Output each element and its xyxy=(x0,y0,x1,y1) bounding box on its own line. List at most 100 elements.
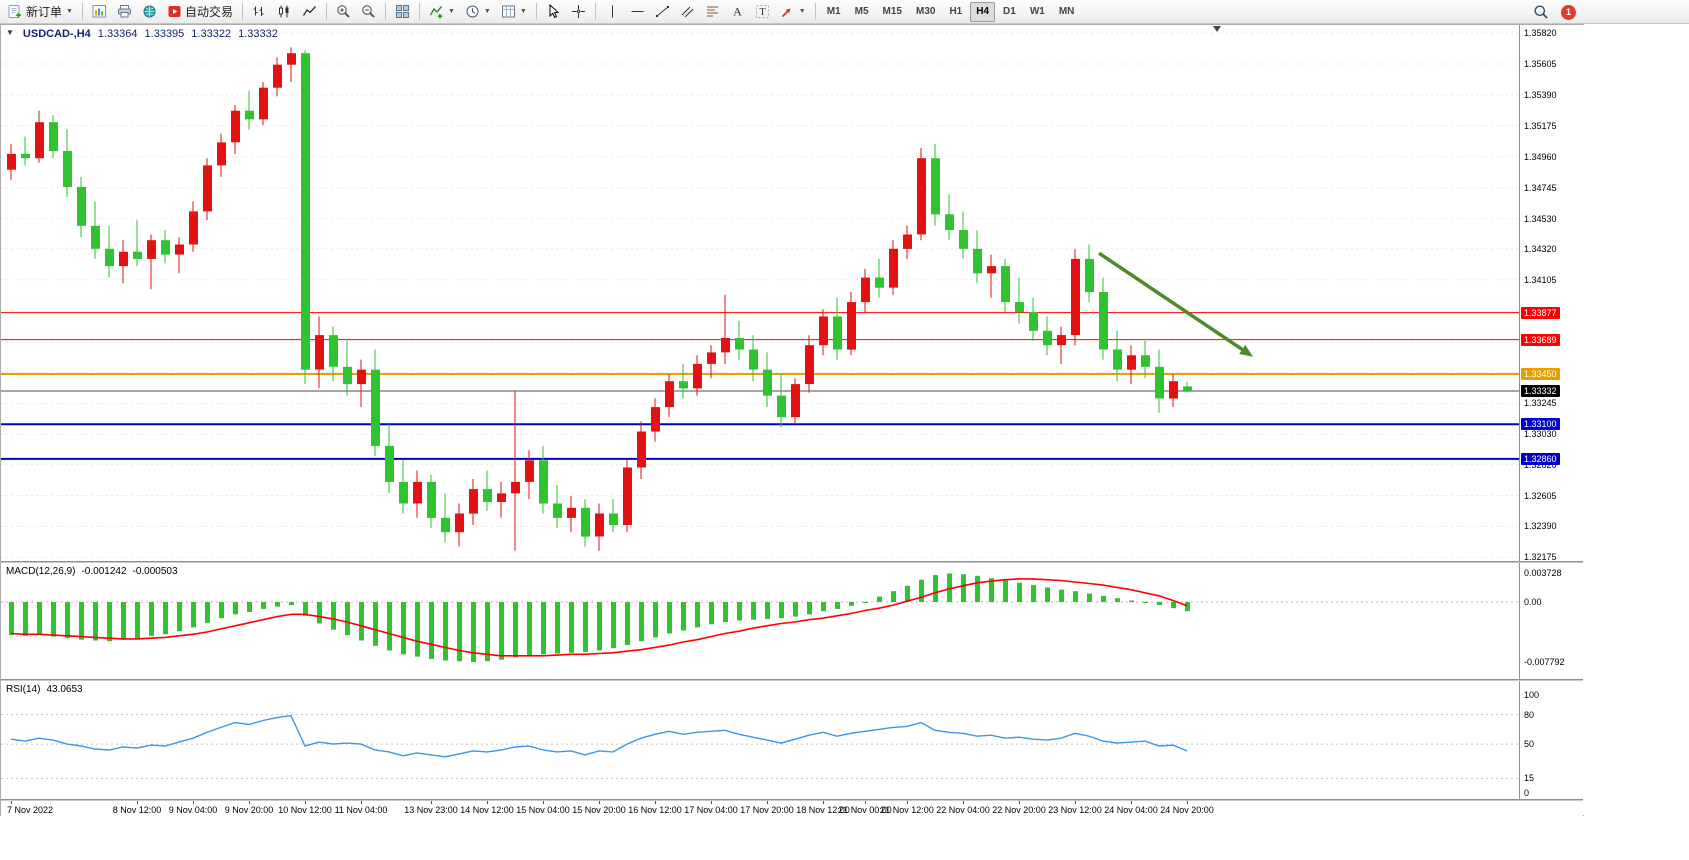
price-tick-label: 1.34530 xyxy=(1524,214,1557,224)
candlestick-icon xyxy=(277,4,292,19)
notification-badge[interactable]: 1 xyxy=(1561,4,1576,20)
time-label: 7 Nov 2022 xyxy=(7,805,54,815)
trendline-button[interactable] xyxy=(651,2,674,22)
candlestick-button[interactable] xyxy=(273,2,296,22)
new-order-icon xyxy=(8,4,23,19)
time-label: 15 Nov 04:00 xyxy=(516,805,570,815)
timeframe-m1-button[interactable]: M1 xyxy=(821,2,847,22)
symbol-dropdown-icon[interactable]: ▼ xyxy=(6,28,14,37)
time-label: 23 Nov 12:00 xyxy=(1048,805,1102,815)
time-tick xyxy=(137,801,138,804)
time-label: 8 Nov 12:00 xyxy=(112,805,162,815)
main-chart-pane[interactable]: ▼ USDCAD-,H4 1.33364 1.33395 1.33322 1.3… xyxy=(1,25,1519,561)
time-label: 9 Nov 04:00 xyxy=(168,805,218,815)
price-tick-label: 1.32390 xyxy=(1524,521,1557,531)
text-button[interactable]: A xyxy=(726,2,749,22)
price-tick-label: 1.32175 xyxy=(1524,552,1557,562)
horizontal-line-icon xyxy=(630,4,645,19)
chart-shift-marker[interactable] xyxy=(1213,26,1221,32)
vertical-line-icon xyxy=(605,4,620,19)
chart-window-icon xyxy=(92,4,107,19)
macd-signal-value: -0.000503 xyxy=(132,566,178,577)
vertical-line-button[interactable] xyxy=(601,2,624,22)
macd-axis-label: 0.00 xyxy=(1524,597,1542,607)
time-tick xyxy=(1187,801,1188,804)
arrow-shape-icon xyxy=(780,4,795,19)
time-tick xyxy=(305,801,306,804)
price-tick-label: 1.35175 xyxy=(1524,121,1557,131)
rsi-pane[interactable]: RSI(14) 43.0653 xyxy=(1,681,1519,799)
time-tick xyxy=(1131,801,1132,804)
chart-window: ▼ USDCAD-,H4 1.33364 1.33395 1.33322 1.3… xyxy=(0,24,1584,817)
clock-icon xyxy=(465,4,480,19)
toolbar-separator xyxy=(535,3,537,20)
time-tick xyxy=(249,801,250,804)
pane-separator[interactable] xyxy=(1,799,1583,801)
templates-button[interactable]: ▼ xyxy=(497,2,531,22)
timeframe-h1-button[interactable]: H1 xyxy=(943,2,968,22)
price-tick-label: 1.33030 xyxy=(1524,429,1557,439)
price-tick-label: 1.35605 xyxy=(1524,59,1557,69)
main-toolbar: 新订单 ▼ 自动交易 ▼ ▼ ▼ A T ▼ M1 M5 M15 M30 H1 … xyxy=(0,0,1689,24)
timeframe-d1-button[interactable]: D1 xyxy=(997,2,1022,22)
macd-pane[interactable]: MACD(12,26,9) -0.001242 -0.000503 xyxy=(1,563,1519,679)
cursor-button[interactable] xyxy=(542,2,565,22)
shapes-button[interactable]: ▼ xyxy=(776,2,810,22)
timeframe-w1-button[interactable]: W1 xyxy=(1024,2,1051,22)
chevron-down-icon: ▼ xyxy=(519,8,527,15)
text-a-icon: A xyxy=(730,4,745,19)
price-axis[interactable]: 1.35820 1.35605 1.35390 1.35175 1.34960 1.347… xyxy=(1519,25,1584,815)
charts-profile-button[interactable] xyxy=(88,2,111,22)
ohlc-open: 1.33364 xyxy=(97,28,138,40)
toolbar-separator xyxy=(325,3,327,20)
timeframe-m5-button[interactable]: M5 xyxy=(849,2,875,22)
time-label: 22 Nov 04:00 xyxy=(936,805,990,815)
periods-button[interactable]: ▼ xyxy=(461,2,495,22)
line-chart-button[interactable] xyxy=(298,2,321,22)
fibonacci-button[interactable] xyxy=(701,2,724,22)
timeframe-m30-button[interactable]: M30 xyxy=(910,2,941,22)
print-button[interactable] xyxy=(113,2,136,22)
toolbar-separator xyxy=(418,3,420,20)
new-order-button[interactable]: 新订单 ▼ xyxy=(4,2,77,22)
text-label-icon: T xyxy=(755,4,770,19)
price-level-badge: 1.33100 xyxy=(1521,418,1560,430)
horizontal-line-button[interactable] xyxy=(626,2,649,22)
price-tick-label: 1.35820 xyxy=(1524,28,1557,38)
macd-plot[interactable] xyxy=(1,563,1519,679)
indicators-button[interactable]: ▼ xyxy=(425,2,459,22)
macd-label: MACD(12,26,9) -0.001242 -0.000503 xyxy=(6,566,178,577)
rsi-axis-label: 50 xyxy=(1524,739,1535,749)
timeframe-h4-button[interactable]: H4 xyxy=(970,1,996,22)
timeframe-m15-button[interactable]: M15 xyxy=(877,2,908,22)
time-axis[interactable]: 7 Nov 2022 8 Nov 12:00 9 Nov 04:00 9 Nov 20… xyxy=(1,801,1583,817)
bar-chart-button[interactable] xyxy=(248,2,271,22)
timeframe-mn-button[interactable]: MN xyxy=(1053,2,1081,22)
time-label: 11 Nov 04:00 xyxy=(334,805,388,815)
market-watch-button[interactable] xyxy=(138,2,161,22)
time-tick xyxy=(1075,801,1076,804)
zoom-in-button[interactable] xyxy=(332,2,355,22)
symbol-timeframe-label: USDCAD-,H4 xyxy=(22,28,91,40)
tile-windows-button[interactable] xyxy=(391,2,414,22)
toolbar-separator xyxy=(814,3,816,20)
search-button[interactable] xyxy=(1529,2,1553,22)
price-tick-label: 1.34105 xyxy=(1524,275,1557,285)
pane-separator[interactable] xyxy=(1,679,1583,681)
time-label: 21 Nov 00:00 xyxy=(838,805,892,815)
time-label: 15 Nov 20:00 xyxy=(572,805,626,815)
channel-button[interactable] xyxy=(676,2,699,22)
autotrading-button[interactable]: 自动交易 xyxy=(163,2,237,22)
autotrading-icon xyxy=(167,4,182,19)
price-tick-label: 1.32605 xyxy=(1524,491,1557,501)
time-label: 21 Nov 12:00 xyxy=(880,805,934,815)
time-tick xyxy=(11,801,12,804)
rsi-plot[interactable] xyxy=(1,681,1519,799)
zoom-out-button[interactable] xyxy=(357,2,380,22)
label-button[interactable]: T xyxy=(751,2,774,22)
chevron-down-icon: ▼ xyxy=(66,8,73,15)
pane-separator[interactable] xyxy=(1,561,1583,563)
crosshair-button[interactable] xyxy=(567,2,590,22)
candlestick-plot[interactable] xyxy=(1,25,1519,561)
time-label: 10 Nov 12:00 xyxy=(278,805,332,815)
